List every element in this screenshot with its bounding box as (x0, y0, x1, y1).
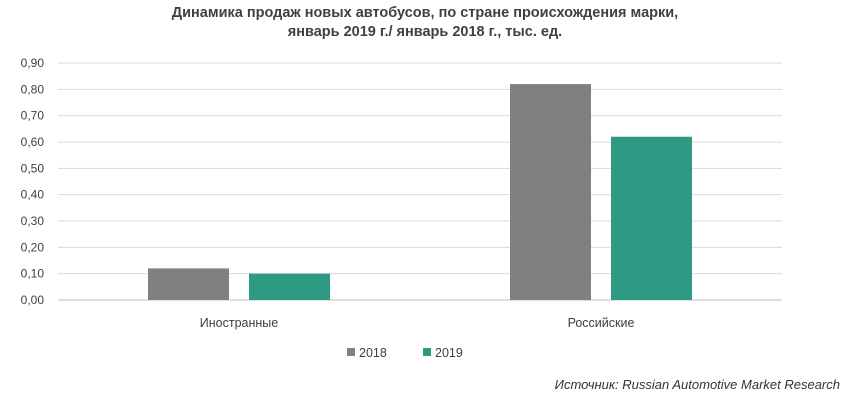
chart-title-line-2: январь 2019 г./ январь 2018 г., тыс. ед. (287, 24, 563, 40)
chart-title-line-1: Динамика продаж новых автобусов, по стра… (171, 5, 679, 21)
y-tick-label: 0,50 (21, 161, 45, 175)
y-tick-label: 0,60 (21, 135, 45, 149)
y-tick-label: 0,20 (21, 240, 45, 254)
bars (148, 84, 692, 300)
legend-label: 2019 (435, 346, 463, 360)
bar-2019-2 (611, 136, 692, 300)
x-category-label: Иностранные (200, 316, 279, 330)
legend-swatch (347, 348, 355, 356)
legend: 2018 2019 (347, 346, 463, 360)
x-axis-categories: Иностранные Российские (200, 316, 635, 330)
legend-swatch (423, 348, 431, 356)
x-category-label: Российские (568, 316, 635, 330)
source-note: Источник: Russian Automotive Market Rese… (554, 377, 840, 392)
legend-label: 2018 (359, 346, 387, 360)
y-tick-label: 0,90 (21, 56, 45, 70)
y-axis-ticks: 0,00 0,10 0,20 0,30 0,40 0,50 0,60 0,70 0,80 0,90 (21, 56, 45, 307)
y-tick-label: 0,80 (21, 82, 45, 96)
bar-2018-2 (510, 84, 591, 300)
y-tick-label: 0,70 (21, 109, 45, 123)
y-tick-label: 0,00 (21, 293, 45, 307)
y-tick-label: 0,30 (21, 214, 45, 228)
bar-2018-1 (148, 268, 229, 300)
bar-2019-1 (249, 273, 330, 300)
y-tick-label: 0,40 (21, 188, 45, 202)
y-tick-label: 0,10 (21, 267, 45, 281)
